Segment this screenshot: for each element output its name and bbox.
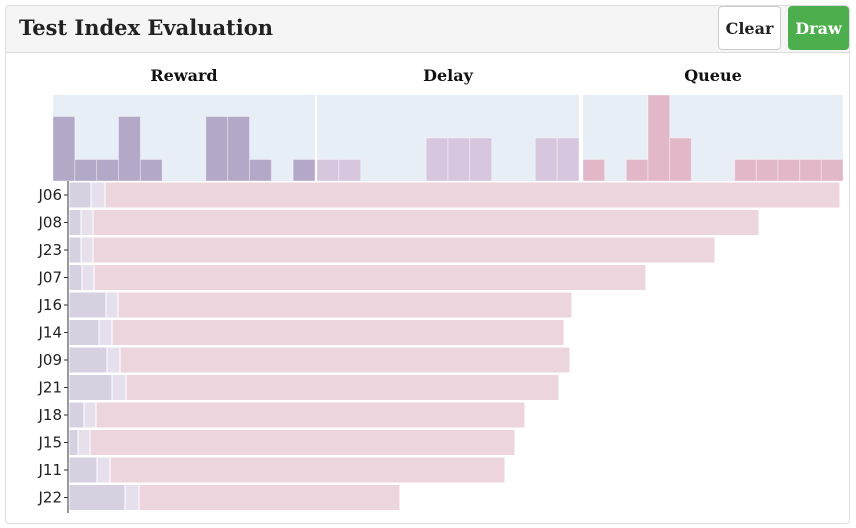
histogram-bar [227,116,251,182]
bar-segment [81,264,95,291]
histogram-bar [734,159,757,182]
histogram-bar [96,159,119,182]
histogram-title-reward: Reward [150,66,217,85]
bar-segment [119,346,571,374]
bar-segment [89,429,516,456]
bar-segment [117,291,573,319]
bar-segment [80,236,94,264]
bar-segment [77,429,91,456]
histogram-bar [139,159,163,182]
bar-segment [125,374,560,401]
histogram-bar [425,137,449,182]
histogram-layer: Reward Delay Queue [52,66,844,182]
histogram-bar [74,159,98,182]
bar-segment [106,346,121,374]
bars-layer: J06 J08 J23 J07 J16 J14 J09 J21 J18 J15 J11 J22 [37,181,841,513]
bar-segment [68,429,79,456]
bar-segment [111,319,565,346]
histogram-bar [647,94,671,182]
y-tick-label: J22 [37,489,62,507]
bar-segment [68,209,82,236]
bar-segment [68,401,85,429]
histogram-bar [669,137,692,182]
bar-segment [83,401,97,429]
bar-segment [124,484,140,511]
bar-segment [104,181,841,209]
y-tick-label: J15 [37,434,62,452]
histogram-bar [820,159,844,182]
bar-segment [68,319,100,346]
evaluation-panel: Test Index Evaluation Clear Draw Reward D… [5,5,850,524]
bar-segment [68,264,83,291]
y-tick-label: J14 [37,324,62,342]
histogram-bar [777,159,801,182]
bar-segment [68,181,92,209]
bar-segment [93,264,647,291]
histogram-bar [316,159,340,182]
histogram-bar [338,159,362,182]
bar-segment [96,456,111,484]
bar-segment [95,401,526,429]
bar-segment [109,456,506,484]
y-tick-label: J06 [37,186,62,204]
bar-segment [68,484,126,511]
panel-header: Test Index Evaluation Clear Draw [6,6,849,53]
histogram-bar [52,116,76,182]
bar-segment [68,456,98,484]
histogram-title-delay: Delay [423,66,474,85]
bar-segment [68,374,113,401]
histogram-bar [534,137,558,182]
draw-button[interactable]: Draw [788,6,849,50]
histogram-bar [447,137,471,182]
bar-segment [92,236,716,264]
bar-segment [92,209,760,236]
histogram-bar [118,116,141,182]
bar-segment [111,374,127,401]
y-tick-label: J08 [37,214,62,232]
y-tick-label: J07 [37,269,62,287]
panel-title: Test Index Evaluation [19,15,273,40]
bar-segment [90,181,106,209]
bar-segment [68,236,82,264]
histogram-bar [249,159,272,182]
y-tick-label: J16 [37,296,62,314]
histogram-bar [205,116,229,182]
histogram-bar [625,159,649,182]
y-tick-label: J18 [37,406,62,424]
bar-segment [68,346,108,374]
bar-segment [105,291,119,319]
y-tick-label: J23 [37,241,62,259]
histogram-bar [469,137,493,182]
y-tick-label: J11 [37,461,62,479]
bar-segment [98,319,113,346]
clear-button[interactable]: Clear [718,6,781,50]
bar-segment [80,209,94,236]
histogram-bar [556,137,580,182]
histogram-bar [582,159,606,182]
bar-segment [138,484,401,511]
evaluation-chart: Reward Delay Queue J06 J08 J23 J07 J16 J14 J09 J2… [37,66,844,513]
histogram-bar [755,159,779,182]
histogram-bar [799,159,822,182]
histogram-bar [292,159,316,182]
y-tick-label: J21 [37,379,62,397]
y-tick-label: J09 [37,351,62,369]
bar-segment [68,291,107,319]
histogram-title-queue: Queue [684,66,742,85]
